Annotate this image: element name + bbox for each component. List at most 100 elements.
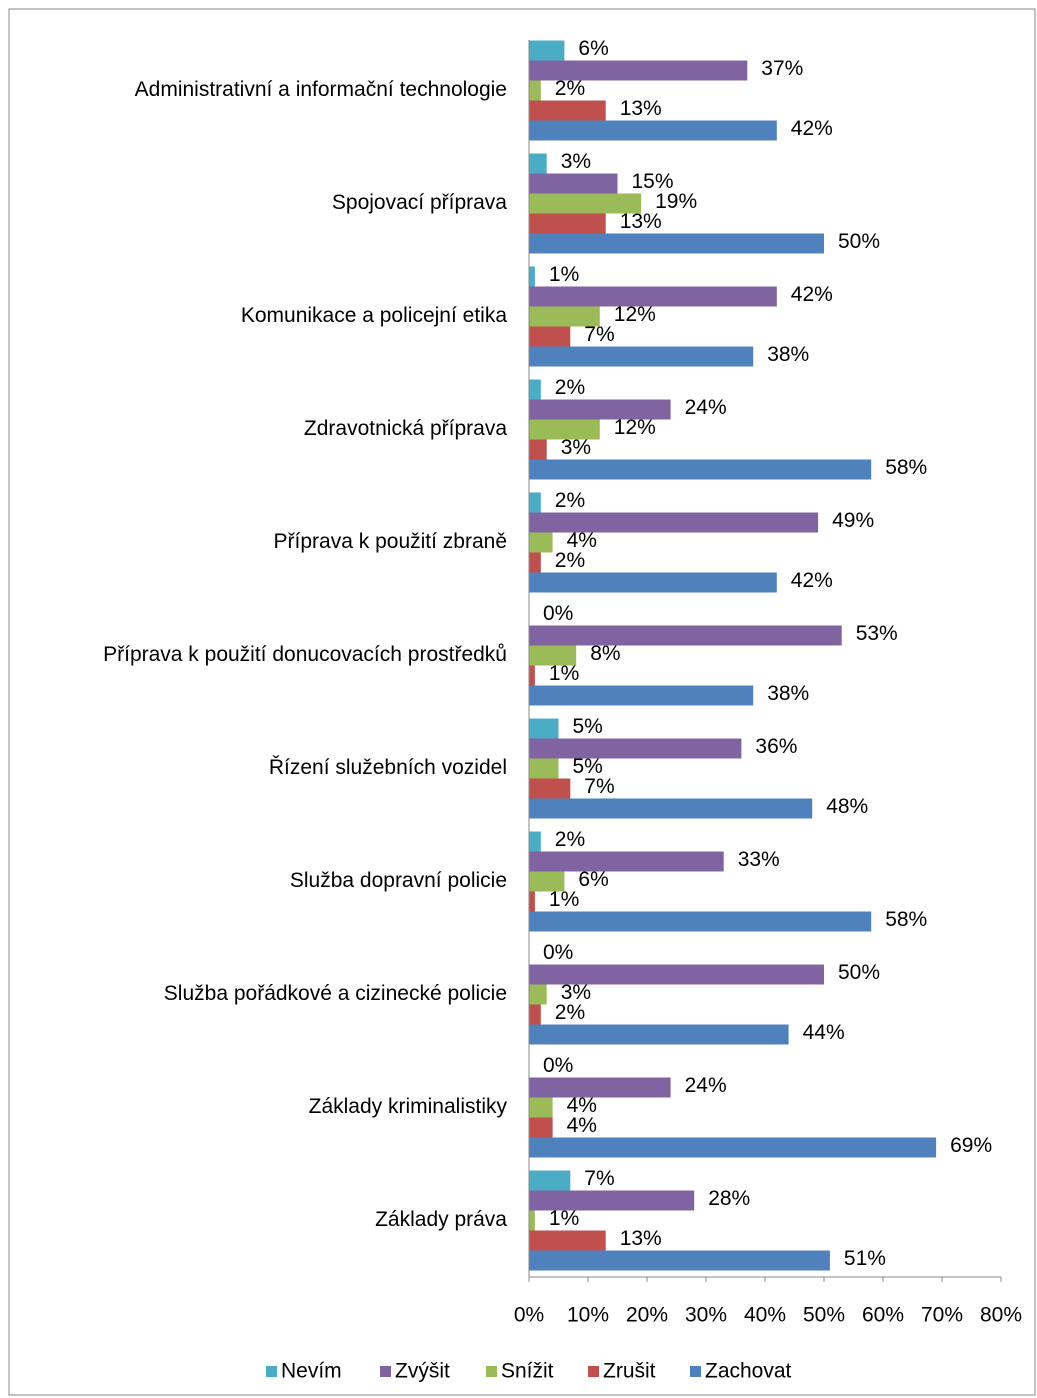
data-label: 38% (767, 343, 809, 366)
data-label: 58% (885, 456, 927, 479)
data-label: 50% (838, 961, 880, 984)
data-label: 42% (791, 569, 833, 592)
bar (529, 798, 813, 819)
x-tick-label: 60% (862, 1304, 904, 1327)
bar (529, 572, 777, 593)
data-label: 19% (655, 190, 697, 213)
data-label: 3% (561, 981, 591, 1004)
y-tick-label: Služba dopravní policie (290, 869, 507, 892)
bar (529, 1097, 553, 1118)
x-tick-label: 30% (685, 1304, 727, 1327)
bar (529, 851, 724, 872)
data-label: 2% (555, 828, 585, 851)
bar (529, 831, 541, 852)
bar (529, 645, 577, 666)
bar (529, 778, 571, 799)
data-label: 3% (561, 150, 591, 173)
y-tick-label: Komunikace a policejní etika (241, 304, 507, 327)
bar (529, 266, 535, 287)
bar (529, 1077, 671, 1098)
data-label: 2% (555, 489, 585, 512)
data-label: 2% (555, 376, 585, 399)
data-label: 8% (590, 642, 620, 665)
data-label: 2% (555, 549, 585, 572)
y-tick-label: Základy práva (375, 1208, 507, 1231)
bar (529, 532, 553, 553)
data-label: 4% (567, 529, 597, 552)
data-label: 1% (549, 888, 579, 911)
data-label: 4% (567, 1114, 597, 1137)
chart-frame (8, 8, 1036, 1396)
y-tick-label: Administrativní a informační technologie (135, 78, 507, 101)
data-label: 36% (755, 735, 797, 758)
data-label: 3% (561, 436, 591, 459)
bar (529, 1170, 571, 1191)
bar (529, 40, 565, 61)
data-label: 5% (573, 715, 603, 738)
legend-label: Nevím (281, 1360, 342, 1383)
legend-marker (380, 1366, 391, 1377)
data-label: 4% (567, 1094, 597, 1117)
legend-marker (266, 1366, 277, 1377)
data-label: 48% (826, 795, 868, 818)
bar (529, 552, 541, 573)
bar (529, 1117, 553, 1138)
legend-marker (588, 1366, 599, 1377)
data-label: 2% (555, 1001, 585, 1024)
legend-label: Zachovat (705, 1360, 792, 1383)
bar (529, 984, 547, 1005)
data-label: 12% (614, 416, 656, 439)
bar (529, 871, 565, 892)
bar (529, 326, 571, 347)
x-tick-label: 50% (803, 1304, 845, 1327)
bar (529, 1137, 937, 1158)
data-label: 1% (549, 1207, 579, 1230)
data-label: 7% (584, 323, 614, 346)
bar (529, 718, 559, 739)
x-tick-label: 10% (567, 1304, 609, 1327)
bar (529, 100, 606, 121)
legend-label: Zvýšit (395, 1360, 450, 1383)
bar (529, 1230, 606, 1251)
data-label: 15% (632, 170, 674, 193)
bar (529, 625, 842, 646)
data-label: 37% (761, 57, 803, 80)
bar (529, 399, 671, 420)
bar (529, 1250, 830, 1271)
bar (529, 193, 642, 214)
bar (529, 213, 606, 234)
data-label: 2% (555, 77, 585, 100)
data-label: 24% (685, 396, 727, 419)
bar (529, 60, 748, 81)
bar (529, 738, 742, 759)
bar (529, 1190, 695, 1211)
bar (529, 306, 600, 327)
bar (529, 419, 600, 440)
data-label: 6% (578, 37, 608, 60)
data-label: 51% (844, 1247, 886, 1270)
data-label: 1% (549, 662, 579, 685)
bar (529, 379, 541, 400)
bar (529, 685, 754, 706)
data-label: 12% (614, 303, 656, 326)
bar (529, 459, 872, 480)
data-label: 0% (543, 1054, 573, 1077)
y-tick-label: Základy kriminalistiky (309, 1095, 508, 1118)
data-label: 6% (578, 868, 608, 891)
data-label: 49% (832, 509, 874, 532)
data-label: 44% (803, 1021, 845, 1044)
bar (529, 1210, 535, 1231)
data-label: 58% (885, 908, 927, 931)
x-tick-label: 40% (744, 1304, 786, 1327)
x-tick-label: 80% (980, 1304, 1022, 1327)
bar (529, 439, 547, 460)
data-label: 13% (620, 97, 662, 120)
data-label: 0% (543, 602, 573, 625)
legend-marker (690, 1366, 701, 1377)
data-label: 28% (708, 1187, 750, 1210)
bar (529, 911, 872, 932)
bar (529, 758, 559, 779)
data-label: 0% (543, 941, 573, 964)
legend-label: Snížit (501, 1360, 554, 1383)
y-tick-label: Služba pořádkové a cizinecké policie (164, 982, 507, 1005)
